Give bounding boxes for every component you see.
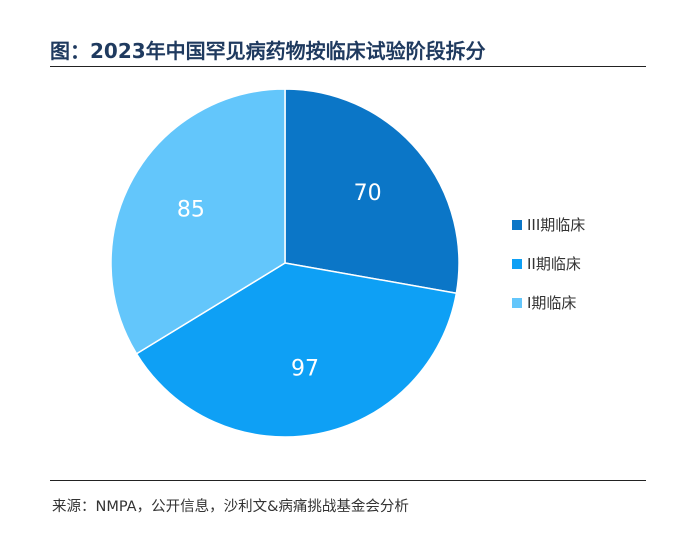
pie-slice-3	[110, 88, 286, 355]
chart-legend: III期临床 II期临床 I期临床	[512, 216, 585, 312]
title-divider	[50, 66, 646, 67]
pie-slice-2	[135, 262, 458, 438]
chart-title: 图：2023年中国罕见病药物按临床试验阶段拆分	[50, 39, 486, 63]
pie-data-label-3: 85	[177, 198, 205, 223]
pie-data-label-1: 70	[354, 181, 382, 206]
legend-label-2: II期临床	[527, 255, 581, 273]
legend-swatch-3	[512, 298, 522, 308]
source-divider	[50, 480, 646, 481]
pie-slice-1	[284, 88, 460, 295]
pie-data-labels: 70 97 85	[177, 181, 382, 381]
pie-chart: 70 97 85 III期临床 II期临床 I期临床	[110, 88, 585, 438]
legend-swatch-1	[512, 220, 522, 230]
legend-label-3: I期临床	[527, 294, 576, 312]
legend-swatch-2	[512, 259, 522, 269]
pie-data-label-2: 97	[291, 357, 319, 382]
pie-slices	[110, 88, 460, 438]
source-note: 来源：NMPA，公开信息，沙利文&病痛挑战基金会分析	[52, 499, 409, 515]
legend-label-1: III期临床	[527, 216, 585, 234]
